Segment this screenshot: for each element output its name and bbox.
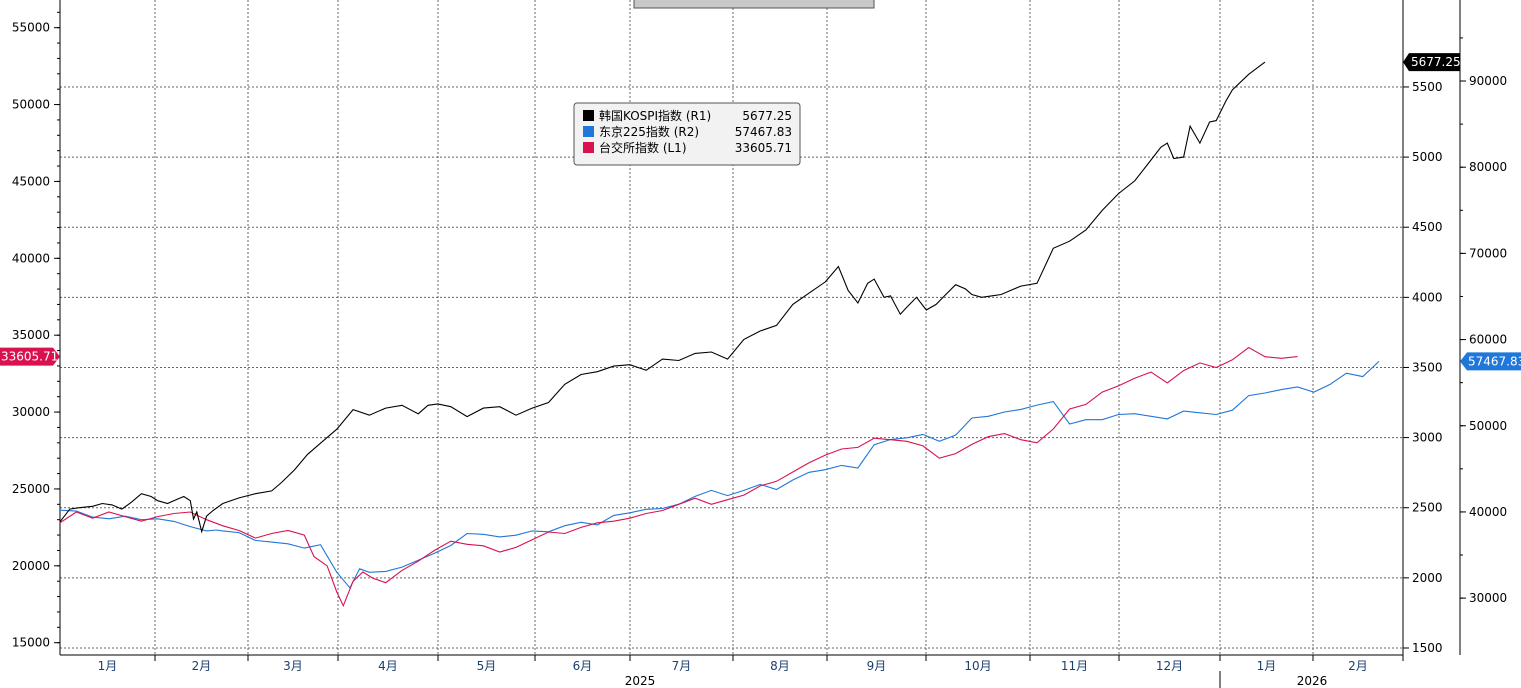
x-month-label: 12月 [1156, 659, 1183, 673]
r1-tick-label: 5500 [1412, 80, 1443, 94]
nikkei-value-tag [1460, 352, 1521, 371]
legend-swatch [583, 110, 594, 121]
x-month-label: 10月 [964, 659, 991, 673]
x-month-label: 2月 [1348, 659, 1368, 673]
r1-tick-label: 2500 [1412, 501, 1443, 515]
r1-tick-label: 4000 [1412, 290, 1443, 304]
series-line-r1 [59, 61, 1266, 534]
series-lines [59, 61, 1380, 608]
legend-name: 台交所指数 (L1) [599, 140, 687, 155]
left-tick-label: 45000 [12, 174, 50, 188]
left-tick-label: 25000 [12, 482, 50, 496]
series-line-l1 [59, 346, 1298, 608]
r2-tick-label: 30000 [1469, 591, 1507, 605]
series-line-r2 [59, 360, 1380, 589]
x-month-label: 4月 [378, 659, 398, 673]
x-month-label: 2月 [192, 659, 212, 673]
kospi-value-tag-text: 5677.25 [1411, 55, 1461, 69]
x-year-label: 2026 [1297, 674, 1328, 688]
r1-tick-label: 3000 [1412, 431, 1443, 445]
chart-toolbar[interactable] [633, 0, 875, 9]
r2-tick-label: 60000 [1469, 333, 1507, 347]
left-axis: 15000 20000 25000 30000 35000 40000 45000 50000… [12, 11, 60, 650]
left-tick-label: 50000 [12, 98, 50, 112]
legend-name: 韩国KOSPI指数 (R1) [599, 108, 711, 123]
x-year-label: 2025 [625, 674, 656, 688]
left-tick-label: 55000 [12, 21, 50, 35]
x-month-label: 1月 [1257, 659, 1277, 673]
x-month-label: 6月 [573, 659, 593, 673]
x-axis: 1月 2月 3月 4月 5月 6月 7月 8月 9月 10月 11月 12月 1月 2月 2025 2026 [98, 655, 1404, 688]
r1-tick-label: 1500 [1412, 641, 1443, 655]
plot-border [59, 0, 1461, 656]
legend-swatch [583, 126, 594, 137]
gridlines [60, 0, 1403, 655]
r2-tick-label: 90000 [1469, 74, 1507, 88]
r1-tick-label: 3500 [1412, 360, 1443, 374]
left-tick-label: 35000 [12, 328, 50, 342]
left-tick-label: 15000 [12, 636, 50, 650]
legend-box [573, 102, 801, 166]
right-axis-2: 30000 40000 50000 60000 70000 80000 90000 [1460, 37, 1507, 605]
last-value-tags: 5677.25 57467.83 33605.71 [0, 53, 1521, 371]
left-tick-label: 40000 [12, 251, 50, 265]
x-month-label: 11月 [1061, 659, 1088, 673]
r2-tick-label: 70000 [1469, 246, 1507, 260]
x-month-label: 3月 [283, 659, 303, 673]
x-month-label: 1月 [98, 659, 118, 673]
x-month-label: 9月 [867, 659, 887, 673]
x-month-label: 8月 [770, 659, 790, 673]
r2-tick-label: 40000 [1469, 505, 1507, 519]
r1-tick-label: 5000 [1412, 150, 1443, 164]
legend[interactable]: 韩国KOSPI指数 (R1) 5677.25 东京225指数 (R2) 57467.8… [573, 102, 801, 166]
x-month-label: 5月 [477, 659, 497, 673]
r2-tick-label: 80000 [1469, 160, 1507, 174]
nikkei-value-tag-text: 57467.83 [1468, 354, 1521, 368]
x-month-label: 7月 [672, 659, 692, 673]
taiex-value-tag-text: 33605.71 [1, 350, 58, 364]
legend-swatch [583, 142, 594, 153]
right-axis-1: 1500 2000 2500 3000 3500 4000 4500 5000 5500 [1403, 80, 1443, 655]
legend-value: 5677.25 [742, 109, 792, 123]
legend-name: 东京225指数 (R2) [599, 124, 699, 139]
legend-value: 57467.83 [735, 125, 792, 139]
r1-tick-label: 4500 [1412, 220, 1443, 234]
taiex-value-tag [0, 347, 60, 366]
kospi-value-tag [1403, 53, 1460, 72]
r2-tick-label: 50000 [1469, 419, 1507, 433]
legend-value: 33605.71 [735, 141, 792, 155]
r1-tick-label: 2000 [1412, 571, 1443, 585]
left-tick-label: 20000 [12, 559, 50, 573]
toolbar-bar [633, 0, 875, 9]
left-tick-label: 30000 [12, 405, 50, 419]
